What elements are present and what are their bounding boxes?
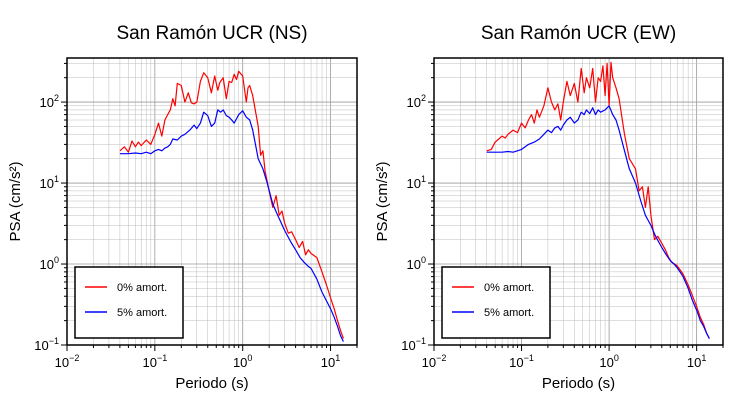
y-tick-label: 102 xyxy=(407,93,426,110)
chart-0-legend: 0% amort. 5% amort. xyxy=(74,266,184,339)
legend-label: 0% amort. xyxy=(484,282,534,294)
chart-1-legend-box xyxy=(441,266,551,339)
x-tick-label: 10−1 xyxy=(142,353,167,370)
chart-1-grid xyxy=(433,58,724,346)
y-tick-label: 100 xyxy=(407,255,426,272)
legend-label: 0% amort. xyxy=(117,282,167,294)
chart-1-y-axis-label: PSA (cm/s²) xyxy=(374,161,391,241)
chart-0-title: San Ramón UCR (NS) xyxy=(116,23,307,44)
chart-ns: San Ramón UCR (NS)10−2 10−1 100 10110−11001… xyxy=(7,23,358,392)
chart-1-frame xyxy=(433,57,724,346)
chart-0-frame xyxy=(66,57,358,346)
chart-0-series-blue-line xyxy=(119,109,344,342)
legend-label: 5% amort. xyxy=(117,307,167,319)
y-tick-label: 102 xyxy=(40,93,59,110)
y-tick-label: 101 xyxy=(407,174,426,191)
chart-0-y-axis-label: PSA (cm/s²) xyxy=(7,161,24,241)
x-tick-label: 10−1 xyxy=(509,353,534,370)
x-tick-label: 100 xyxy=(233,353,252,370)
x-tick-label: 10−2 xyxy=(422,353,447,370)
chart-ew: San Ramón UCR (EW)10−2 10−1 100 10110−11001… xyxy=(374,23,724,392)
x-tick-label: 100 xyxy=(599,353,618,370)
y-tick-label: 101 xyxy=(40,174,59,191)
chart-0-legend-box xyxy=(74,266,184,339)
chart-0-grid xyxy=(66,58,358,346)
chart-0-series-red-line xyxy=(119,70,344,339)
legend-label: 5% amort. xyxy=(484,307,534,319)
chart-1-legend: 0% amort. 5% amort. xyxy=(441,266,551,339)
y-tick-label: 100 xyxy=(40,255,59,272)
chart-1-x-axis-label: Periodo (s) xyxy=(542,375,615,392)
chart-1-series-blue-line xyxy=(486,105,710,339)
x-tick-label: 101 xyxy=(687,353,706,370)
x-tick-label: 10−2 xyxy=(55,353,80,370)
chart-0-x-axis-label: Periodo (s) xyxy=(175,375,248,392)
y-tick-label: 10−1 xyxy=(401,336,426,353)
chart-1-title: San Ramón UCR (EW) xyxy=(481,23,676,44)
x-tick-label: 101 xyxy=(321,353,340,370)
y-tick-label: 10−1 xyxy=(34,336,59,353)
